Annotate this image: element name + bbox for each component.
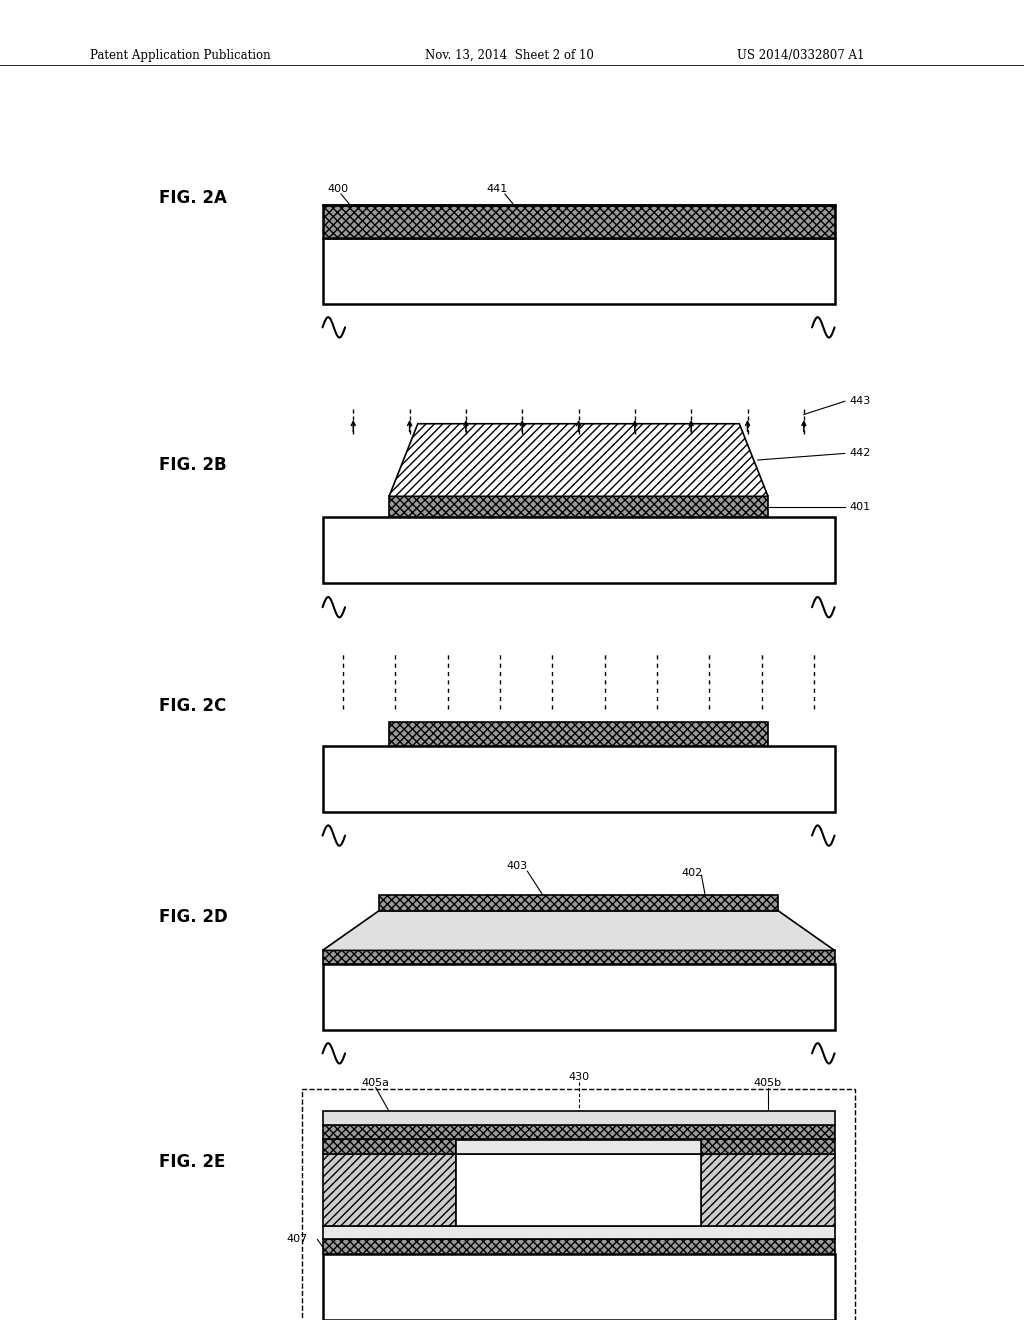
Bar [323,950,835,964]
Bar [389,722,768,746]
Text: 403: 403 [507,861,528,871]
Bar [323,1125,835,1139]
Bar [323,1254,835,1320]
Text: FIG. 2A: FIG. 2A [159,189,226,207]
Bar [323,517,835,583]
Text: US 2014/0332807 A1: US 2014/0332807 A1 [737,49,864,62]
Bar [389,496,768,517]
Text: FIG. 2C: FIG. 2C [159,697,226,715]
Bar [302,1089,855,1320]
Text: Patent Application Publication: Patent Application Publication [90,49,270,62]
Polygon shape [389,424,768,496]
Bar [701,1139,835,1154]
Bar [323,1239,835,1254]
Bar [456,1140,701,1154]
Bar [323,1139,456,1154]
Text: 407: 407 [286,1234,307,1245]
Text: 405a: 405a [361,1077,390,1088]
Text: FIG. 2D: FIG. 2D [159,908,227,927]
Text: 400: 400 [328,183,349,194]
Text: FIG. 2B: FIG. 2B [159,455,226,474]
Text: 405b: 405b [754,1077,782,1088]
Bar [379,895,778,911]
Bar [456,1154,701,1226]
Text: 430: 430 [568,1072,589,1082]
Text: 442: 442 [850,449,871,458]
Text: 443: 443 [850,396,871,407]
Polygon shape [323,911,835,950]
Bar [323,205,835,238]
Bar [323,964,835,1030]
Bar [323,1154,456,1226]
Bar [701,1154,835,1226]
Bar [323,238,835,304]
Text: 402: 402 [681,867,702,878]
Text: Nov. 13, 2014  Sheet 2 of 10: Nov. 13, 2014 Sheet 2 of 10 [425,49,594,62]
Bar [323,746,835,812]
Text: 401: 401 [850,502,871,512]
Bar [323,1226,835,1239]
Text: FIG. 2E: FIG. 2E [159,1152,225,1171]
Bar [323,1111,835,1125]
Text: 441: 441 [486,183,508,194]
